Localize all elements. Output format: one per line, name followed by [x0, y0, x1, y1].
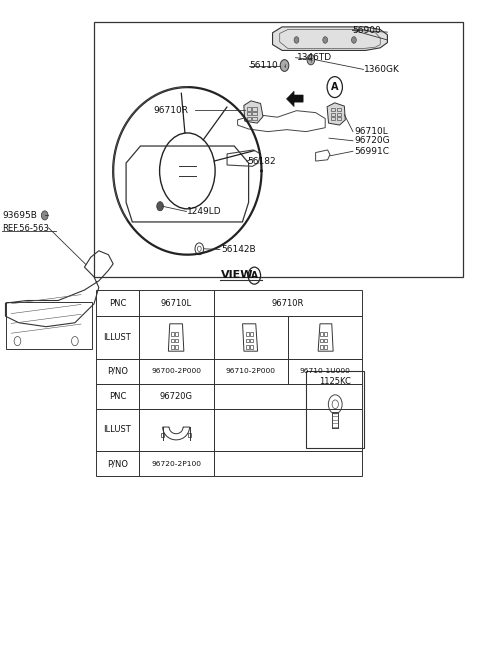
Circle shape	[280, 60, 289, 72]
Text: VIEW: VIEW	[221, 270, 253, 279]
Bar	[288, 316, 362, 359]
Bar	[171, 338, 174, 342]
Bar	[250, 338, 253, 342]
Polygon shape	[287, 91, 303, 107]
Bar	[252, 112, 257, 115]
Bar	[214, 316, 288, 359]
Bar	[252, 108, 257, 111]
Text: 96710-2P000: 96710-2P000	[226, 368, 276, 374]
Bar	[94, 22, 463, 277]
Text: 1360GK: 1360GK	[364, 65, 400, 74]
Bar	[331, 108, 335, 112]
Bar	[139, 316, 214, 359]
Text: 96710L: 96710L	[354, 127, 388, 136]
Polygon shape	[327, 103, 345, 125]
Bar	[171, 332, 174, 336]
Bar	[336, 108, 341, 112]
Bar	[252, 117, 257, 120]
Bar	[96, 451, 139, 476]
Polygon shape	[273, 27, 387, 51]
Bar	[96, 384, 139, 409]
Bar	[331, 117, 335, 121]
Bar	[324, 338, 327, 342]
Bar	[139, 290, 214, 316]
Bar	[171, 345, 174, 348]
Text: ILLUST: ILLUST	[104, 425, 132, 434]
Bar	[139, 409, 214, 451]
Text: P/NO: P/NO	[107, 459, 128, 468]
Bar	[288, 359, 362, 384]
Bar	[320, 338, 323, 342]
Circle shape	[307, 54, 315, 65]
Circle shape	[41, 211, 48, 220]
Bar	[331, 113, 335, 116]
Bar	[175, 332, 178, 336]
Text: 56110: 56110	[250, 61, 278, 70]
Bar	[161, 433, 164, 437]
Bar	[214, 409, 362, 451]
Bar	[96, 290, 139, 316]
Bar	[320, 345, 323, 348]
Bar	[246, 345, 249, 348]
Bar	[175, 338, 178, 342]
Text: 96710R: 96710R	[272, 298, 304, 308]
Bar	[250, 332, 253, 336]
Text: ILLUST: ILLUST	[104, 333, 132, 342]
Bar	[96, 359, 139, 384]
Bar	[247, 117, 251, 120]
Text: 96710R: 96710R	[153, 106, 188, 115]
Text: PNC: PNC	[109, 392, 126, 401]
Bar	[306, 371, 364, 449]
Bar	[250, 345, 253, 348]
Text: 56142B: 56142B	[221, 245, 255, 254]
Text: P/NO: P/NO	[107, 367, 128, 376]
Text: 96720G: 96720G	[354, 136, 390, 145]
Text: 96720-2P100: 96720-2P100	[151, 461, 201, 466]
Polygon shape	[244, 101, 263, 123]
Bar	[139, 384, 214, 409]
Bar	[188, 433, 191, 437]
Bar	[175, 345, 178, 348]
Circle shape	[157, 201, 163, 211]
Text: PNC: PNC	[109, 298, 126, 308]
Bar	[214, 290, 362, 316]
Bar	[96, 316, 139, 359]
Text: REF.56-563: REF.56-563	[2, 224, 49, 233]
Circle shape	[294, 37, 299, 43]
Text: 96710L: 96710L	[160, 298, 192, 308]
Bar	[214, 451, 362, 476]
Text: 1125KC: 1125KC	[319, 377, 351, 386]
Bar	[247, 112, 251, 115]
Circle shape	[351, 37, 356, 43]
Text: 96720G: 96720G	[160, 392, 192, 401]
Bar	[324, 345, 327, 348]
Bar	[214, 359, 288, 384]
Text: 56991C: 56991C	[354, 147, 389, 155]
Text: 93695B: 93695B	[2, 211, 37, 220]
Bar	[214, 384, 362, 409]
Text: 56900: 56900	[352, 26, 381, 35]
Text: 96710-1U000: 96710-1U000	[300, 368, 350, 374]
Text: A: A	[331, 82, 338, 92]
Bar	[6, 302, 92, 349]
Text: 1249LD: 1249LD	[187, 207, 222, 216]
Bar	[139, 451, 214, 476]
Bar	[320, 332, 323, 336]
Bar	[247, 108, 251, 111]
Bar	[336, 117, 341, 121]
Text: 96700-2P000: 96700-2P000	[151, 368, 201, 374]
Bar	[324, 332, 327, 336]
Circle shape	[323, 37, 327, 43]
Text: A: A	[251, 271, 258, 280]
Text: 1346TD: 1346TD	[297, 53, 332, 62]
Bar	[246, 332, 249, 336]
Bar	[336, 113, 341, 116]
Text: 56182: 56182	[248, 157, 276, 165]
Bar	[139, 359, 214, 384]
Bar	[246, 338, 249, 342]
Bar	[96, 409, 139, 451]
